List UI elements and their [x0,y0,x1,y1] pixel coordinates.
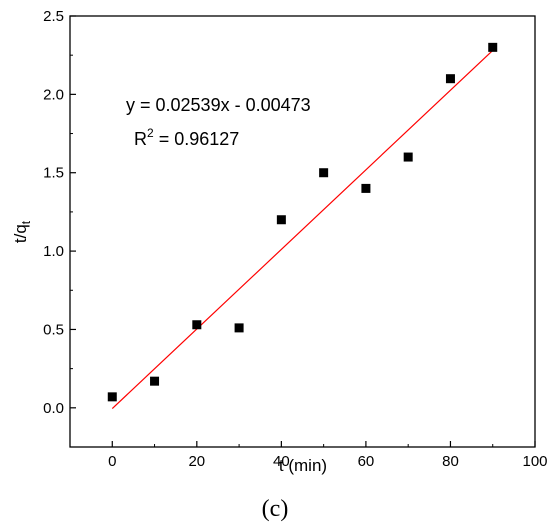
fit-line [111,49,494,409]
data-point [319,168,329,178]
plot-frame [69,15,536,448]
scatter-chart: 0 20 40 60 80 100 0.00.51.01.52.02.5 t (min) … [11,8,548,475]
y-axis-ticks: 0.0 0.5 1.0 1.5 2.0 2.5 [43,8,76,417]
x-tick-label: 80 [442,453,459,470]
data-point [403,152,413,162]
y-tick-label: 0.0 [43,400,64,417]
fit-equation: y = 0.02539x - 0.00473 [126,95,311,115]
data-point [361,183,371,193]
r-squared: R2 = 0.96127 [134,126,239,149]
fit-line-group [111,49,494,409]
r-squared-superscript: 2 [147,126,154,140]
y-axis-title-subscript: t [19,220,33,224]
x-tick-label: 0 [108,453,116,470]
data-point [234,323,244,333]
x-tick-label: 40 [273,453,290,470]
data-points [107,42,498,402]
y-tick-label: 0.5 [43,321,64,338]
x-tick-label: 100 [522,453,547,470]
x-axis-ticks: 0 20 40 60 80 100 [108,441,548,470]
y-axis-title-main: t/q [11,224,30,243]
y-tick-label: 2.5 [43,8,64,25]
data-point [107,392,117,402]
y-tick-label: 1.0 [43,243,64,260]
panel-label: (c) [261,496,289,522]
data-point [276,215,286,225]
r-squared-value: = 0.96127 [154,129,240,149]
x-axis-title: t (min) [279,456,327,475]
x-tick-label: 60 [358,453,375,470]
data-point [192,320,202,330]
r-squared-prefix: R [134,129,147,149]
data-point [150,376,160,386]
y-tick-label: 1.5 [43,165,64,182]
data-point [488,42,498,52]
x-tick-label: 20 [188,453,205,470]
y-tick-label: 2.0 [43,86,64,103]
data-point [445,74,455,84]
y-axis-title: t/qt [11,220,33,243]
